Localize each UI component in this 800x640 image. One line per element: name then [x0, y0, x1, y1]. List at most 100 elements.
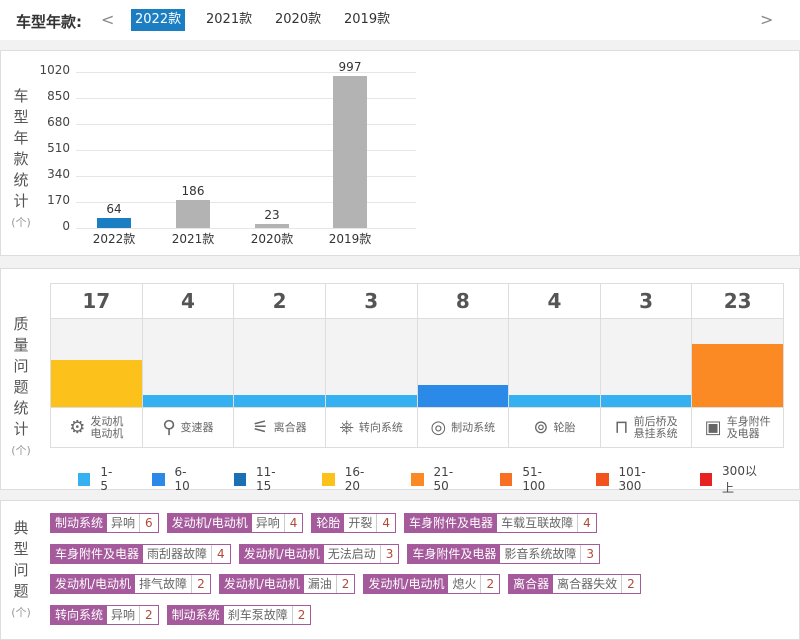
problem-tag[interactable]: 车身附件及电器 影音系统故障 3: [407, 543, 601, 564]
quality-label: ⚙ 发动机 电动机: [51, 407, 142, 448]
gear-shift-icon: ⚲: [162, 417, 176, 438]
tag-category: 制动系统: [51, 514, 108, 532]
year-tab-2022[interactable]: 2022款: [131, 9, 186, 31]
quality-label-text: 前后桥及 悬挂系统: [634, 416, 678, 440]
tag-problem: 异响: [251, 514, 284, 532]
quality-label: ⎈ 转向系统: [325, 407, 417, 448]
tag-row: 发动机/电动机 排气故障 2 发动机/电动机 漏油 2 发动机/电动机 熄火 2 离合器 离合器失效…: [50, 574, 641, 594]
quality-column[interactable]: 4 ⊚ 轮胎: [509, 284, 601, 447]
problem-tag[interactable]: 发动机/电动机 排气故障 2: [50, 574, 211, 594]
problem-tag[interactable]: 离合器 离合器失效 2: [508, 574, 641, 594]
brake-disc-icon: ◎: [430, 417, 447, 438]
gridline: [76, 98, 416, 99]
label-char: 量: [13, 336, 29, 354]
tag-category: 发动机/电动机: [219, 575, 304, 593]
quality-column[interactable]: 8 ◎ 制动系统: [417, 284, 510, 447]
quality-grid: 17 ⚙ 发动机 电动机 4 ⚲ 变速器 2 ⚟ 离合器 3 ⎈ 转向系统 8 ◎ 制动系统 4 ⊚ 轮胎 3 ⊓ 前后桥…: [50, 283, 784, 448]
tag-category: 发动机/电动机: [51, 575, 136, 593]
tag-problem: 车载互联故障: [497, 514, 578, 532]
bar-2022款[interactable]: [97, 218, 131, 228]
legend-label: 51-100: [522, 465, 546, 493]
year-tab-2021[interactable]: 2021款: [206, 12, 253, 27]
bar-2020款[interactable]: [255, 224, 289, 228]
year-tab-2020[interactable]: 2020款: [275, 12, 322, 27]
quality-label: ⊓ 前后桥及 悬挂系统: [600, 407, 692, 448]
quality-bar-area: [509, 319, 600, 407]
next-arrow-icon[interactable]: >: [760, 10, 774, 29]
problem-tag[interactable]: 车身附件及电器 车载互联故障 4: [404, 513, 597, 533]
quality-column[interactable]: 3 ⊓ 前后桥及 悬挂系统: [600, 284, 693, 448]
tag-problem: 熄火: [448, 575, 481, 593]
label-char: 问: [13, 357, 29, 375]
quality-count: 3: [600, 284, 692, 319]
quality-bar-area: [417, 319, 509, 407]
label-char: 款: [13, 150, 29, 168]
tag-category: 发动机/电动机: [364, 575, 449, 593]
tag-problem: 异响: [107, 605, 140, 624]
legend-swatch: [152, 472, 165, 486]
tag-count: 4: [376, 514, 396, 532]
quality-column[interactable]: 4 ⚲ 变速器: [142, 284, 235, 447]
quality-count: 3: [325, 284, 417, 319]
legend-swatch: [322, 472, 335, 486]
bar-value-label: 64: [106, 202, 122, 217]
quality-bar: [142, 395, 234, 407]
label-line: 及电器: [726, 427, 760, 440]
quality-label-text: 转向系统: [359, 422, 403, 434]
problem-tag[interactable]: 发动机/电动机 异响 4: [166, 513, 304, 533]
problem-tag[interactable]: 发动机/电动机 漏油 2: [218, 574, 356, 594]
problem-tag[interactable]: 发动机/电动机 熄火 2: [363, 574, 501, 594]
quality-count: 8: [417, 284, 509, 319]
legend-label: 300以上: [722, 464, 757, 495]
bar-2019款[interactable]: [333, 75, 367, 228]
problem-tag[interactable]: 车身附件及电器 雨刮器故障 4: [50, 543, 231, 564]
problem-tag[interactable]: 轮胎 开裂 4: [311, 513, 397, 533]
quality-count: 4: [142, 284, 234, 319]
problem-tag[interactable]: 制动系统 刹车泵故障 2: [166, 604, 312, 625]
tag-count: 2: [191, 575, 210, 593]
year-tab-2019[interactable]: 2019款: [344, 12, 391, 27]
gridline: [76, 150, 416, 151]
x-tick-label: 2021款: [171, 232, 215, 246]
problem-tag[interactable]: 制动系统 异响 6: [50, 513, 159, 533]
quality-bar: [600, 395, 692, 407]
y-tick-label: 510: [47, 141, 70, 155]
unit-label: (个): [11, 444, 31, 457]
tag-problem: 异响: [107, 514, 140, 532]
quality-label: ⚟ 离合器: [234, 407, 325, 448]
quality-label-text: 车身附件 及电器: [727, 416, 771, 440]
quality-label-text: 离合器: [274, 422, 307, 434]
engine-icon: ⚙: [69, 417, 86, 438]
tag-row: 车身附件及电器 雨刮器故障 4 发动机/电动机 无法启动 3 车身附件及电器 影音系统故障 3: [50, 543, 601, 564]
tag-category: 发动机/电动机: [167, 514, 252, 532]
tag-count: 3: [580, 544, 600, 563]
battery-icon: ▣: [704, 417, 722, 438]
bar-2021款[interactable]: [176, 199, 210, 228]
quality-label: ▣ 车身附件 及电器: [692, 407, 783, 448]
tag-row: 制动系统 异响 6 发动机/电动机 异响 4 轮胎 开裂 4 车身附件及电器 车载互联故障 4: [50, 513, 597, 533]
problem-tag[interactable]: 转向系统 异响 2: [50, 604, 159, 625]
quality-column[interactable]: 3 ⎈ 转向系统: [325, 284, 418, 448]
quality-count: 4: [509, 284, 600, 319]
quality-bar-area: [142, 319, 234, 407]
quality-column[interactable]: 17 ⚙ 发动机 电动机: [51, 284, 143, 447]
legend-swatch: [499, 472, 513, 486]
legend-label: 16-20: [344, 465, 365, 493]
legend-item: 21-50: [411, 462, 467, 496]
label-char: 问: [13, 561, 29, 579]
bar-value-label: 23: [264, 208, 280, 223]
tag-category: 制动系统: [167, 605, 224, 624]
label-line: 悬挂系统: [633, 427, 678, 440]
prev-arrow-icon[interactable]: <: [101, 10, 115, 29]
tag-problem: 开裂: [344, 514, 377, 532]
label-line: 制动系统: [451, 421, 496, 434]
quality-label-text: 轮胎: [553, 422, 575, 434]
quality-column[interactable]: 2 ⚟ 离合器: [234, 284, 326, 447]
problem-tag[interactable]: 发动机/电动机 无法启动 3: [238, 543, 400, 564]
tag-category: 离合器: [509, 575, 554, 593]
tag-problem: 排气故障: [135, 575, 192, 593]
tag-category: 车身附件及电器: [51, 544, 144, 563]
label-char: 题: [13, 378, 29, 396]
quality-column[interactable]: 23 ▣ 车身附件 及电器: [692, 284, 783, 447]
legend-label: 1-5: [100, 465, 113, 493]
